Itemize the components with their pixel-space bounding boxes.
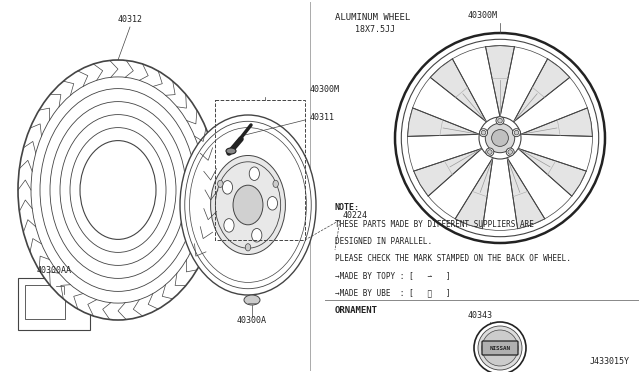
Circle shape <box>498 118 502 123</box>
Text: J433015Y: J433015Y <box>590 357 630 366</box>
Polygon shape <box>408 108 479 137</box>
Text: ORNAMENT: ORNAMENT <box>335 306 378 315</box>
Text: 40311: 40311 <box>310 113 335 122</box>
Polygon shape <box>430 59 486 122</box>
Circle shape <box>506 148 514 156</box>
Circle shape <box>479 129 488 137</box>
Circle shape <box>481 130 486 135</box>
Text: →MADE BY UBE  : [   ⧖   ]: →MADE BY UBE : [ ⧖ ] <box>335 288 451 297</box>
Circle shape <box>395 33 605 243</box>
Circle shape <box>485 123 515 153</box>
Polygon shape <box>518 148 586 196</box>
Text: 40312: 40312 <box>118 15 143 24</box>
Circle shape <box>514 130 519 135</box>
Polygon shape <box>507 158 545 229</box>
Ellipse shape <box>249 167 259 180</box>
Ellipse shape <box>218 180 223 187</box>
Polygon shape <box>413 148 482 196</box>
Polygon shape <box>455 158 493 229</box>
Ellipse shape <box>244 295 260 305</box>
Ellipse shape <box>224 219 234 232</box>
Text: 40300AA: 40300AA <box>36 266 72 275</box>
Circle shape <box>508 150 513 154</box>
Ellipse shape <box>273 180 278 187</box>
Circle shape <box>474 322 526 372</box>
Circle shape <box>479 117 521 159</box>
Ellipse shape <box>226 148 236 154</box>
Ellipse shape <box>245 244 251 251</box>
Text: NISSAN: NISSAN <box>490 346 511 350</box>
Circle shape <box>492 129 508 147</box>
Text: DESIGNED IN PARALLEL.: DESIGNED IN PARALLEL. <box>335 237 432 246</box>
Polygon shape <box>486 46 515 117</box>
Bar <box>18 278 90 330</box>
Text: 40300M: 40300M <box>310 85 340 94</box>
Ellipse shape <box>211 155 285 254</box>
Text: NOTE:: NOTE: <box>335 203 360 212</box>
Ellipse shape <box>215 162 280 248</box>
Polygon shape <box>521 108 593 137</box>
Text: 40343: 40343 <box>468 311 493 320</box>
Circle shape <box>486 148 494 156</box>
Text: 18X7.5JJ: 18X7.5JJ <box>355 25 395 34</box>
Text: →MADE BY TOPY : [   ⇀   ]: →MADE BY TOPY : [ ⇀ ] <box>335 271 451 280</box>
Circle shape <box>513 129 520 137</box>
Polygon shape <box>513 59 570 122</box>
Circle shape <box>478 326 522 370</box>
Text: 40300A: 40300A <box>237 316 267 325</box>
Ellipse shape <box>180 115 316 295</box>
Ellipse shape <box>233 185 263 225</box>
Text: ALUMINUM WHEEL: ALUMINUM WHEEL <box>335 13 410 22</box>
FancyBboxPatch shape <box>482 341 518 355</box>
Circle shape <box>482 330 518 366</box>
Text: 40300M: 40300M <box>468 11 498 20</box>
Circle shape <box>488 150 492 154</box>
Text: THESE PARTS MADE BY DIFFERENT SUPPLIERS ARE: THESE PARTS MADE BY DIFFERENT SUPPLIERS … <box>335 220 534 229</box>
Circle shape <box>496 117 504 125</box>
Text: 40224: 40224 <box>343 211 368 220</box>
Ellipse shape <box>18 60 218 320</box>
Ellipse shape <box>268 196 278 210</box>
Ellipse shape <box>80 141 156 240</box>
Text: PLEASE CHECK THE MARK STAMPED ON THE BACK OF WHEEL.: PLEASE CHECK THE MARK STAMPED ON THE BAC… <box>335 254 571 263</box>
Ellipse shape <box>252 228 262 242</box>
Ellipse shape <box>222 180 232 194</box>
